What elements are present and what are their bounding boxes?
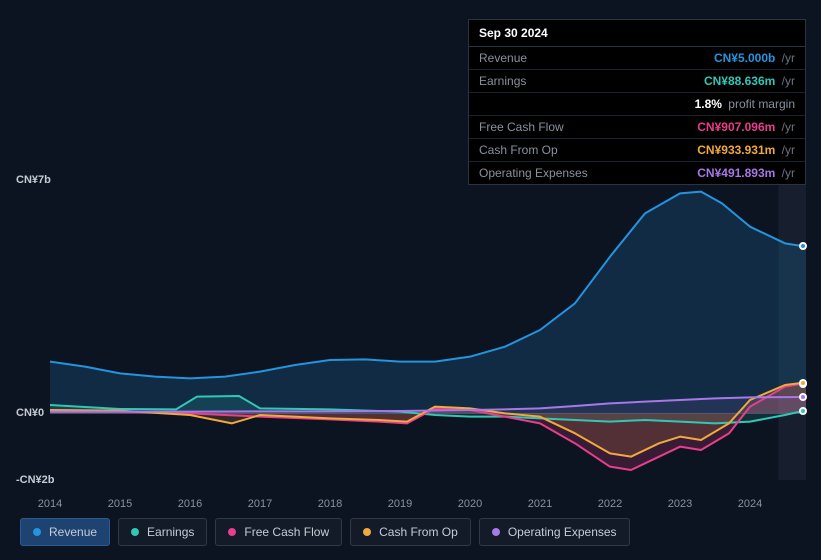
tooltip-row: Free Cash Flow CN¥907.096m /yr [469, 116, 805, 139]
x-axis-label: 2023 [668, 498, 692, 510]
x-axis-label: 2019 [388, 498, 412, 510]
legend-label: Earnings [147, 525, 194, 539]
tooltip-metric-value: 1.8% profit margin [695, 97, 795, 111]
x-axis-label: 2022 [598, 498, 622, 510]
financials-chart[interactable]: CN¥7bCN¥0-CN¥2b 201420152016201720182019… [16, 160, 806, 500]
tooltip-metric-label: Operating Expenses [479, 166, 588, 180]
tooltip-row: Operating Expenses CN¥491.893m /yr [469, 162, 805, 184]
series-marker [799, 379, 807, 387]
tooltip-row: Cash From Op CN¥933.931m /yr [469, 139, 805, 162]
legend-label: Free Cash Flow [244, 525, 329, 539]
x-axis-label: 2014 [38, 498, 62, 510]
chart-svg [50, 180, 806, 480]
tooltip-metric-value: CN¥933.931m /yr [697, 143, 795, 157]
tooltip-metric-value: CN¥907.096m /yr [697, 120, 795, 134]
legend-dot-icon [33, 528, 41, 536]
chart-tooltip: Sep 30 2024 Revenue CN¥5.000b /yr Earnings… [468, 19, 806, 185]
tooltip-row: 1.8% profit margin [469, 93, 805, 116]
tooltip-row: Earnings CN¥88.636m /yr [469, 70, 805, 93]
legend-dot-icon [131, 528, 139, 536]
tooltip-date: Sep 30 2024 [469, 20, 805, 47]
tooltip-metric-value: CN¥88.636m /yr [704, 74, 795, 88]
tooltip-metric-label: Earnings [479, 74, 526, 88]
legend-dot-icon [228, 528, 236, 536]
series-marker [799, 242, 807, 250]
x-axis-label: 2016 [178, 498, 202, 510]
legend-label: Cash From Op [379, 525, 458, 539]
tooltip-metric-label: Cash From Op [479, 143, 558, 157]
series-marker [799, 393, 807, 401]
legend-item-earnings[interactable]: Earnings [118, 518, 207, 546]
legend-dot-icon [492, 528, 500, 536]
chart-legend: Revenue Earnings Free Cash Flow Cash From O… [20, 518, 630, 546]
legend-item-revenue[interactable]: Revenue [20, 518, 110, 546]
tooltip-row: Revenue CN¥5.000b /yr [469, 47, 805, 70]
tooltip-metric-value: CN¥491.893m /yr [697, 166, 795, 180]
legend-dot-icon [363, 528, 371, 536]
legend-item-operating-expenses[interactable]: Operating Expenses [479, 518, 630, 546]
x-axis-label: 2017 [248, 498, 272, 510]
x-axis-label: 2018 [318, 498, 342, 510]
series-marker [799, 407, 807, 415]
x-axis-label: 2020 [458, 498, 482, 510]
legend-item-free-cash-flow[interactable]: Free Cash Flow [215, 518, 342, 546]
x-axis-label: 2015 [108, 498, 132, 510]
legend-label: Operating Expenses [508, 525, 617, 539]
legend-item-cash-from-op[interactable]: Cash From Op [350, 518, 471, 546]
tooltip-metric-label: Revenue [479, 51, 527, 65]
x-axis-label: 2021 [528, 498, 552, 510]
legend-label: Revenue [49, 525, 97, 539]
x-axis-label: 2024 [738, 498, 762, 510]
tooltip-metric-value: CN¥5.000b /yr [714, 51, 795, 65]
tooltip-metric-label: Free Cash Flow [479, 120, 564, 134]
